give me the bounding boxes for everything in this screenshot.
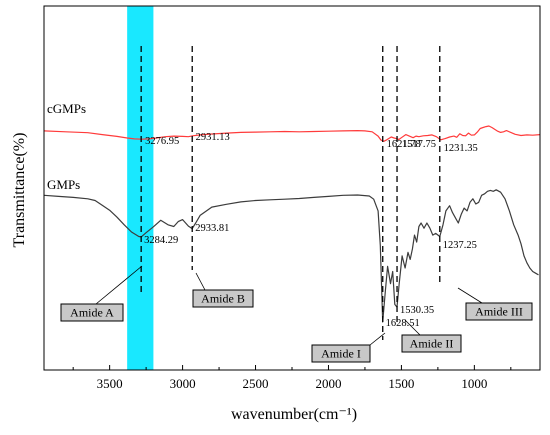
curve-label-cgmps: cGMPs: [47, 101, 86, 116]
series-line-cgmps: [43, 125, 541, 142]
band-box-amide-iii: [465, 302, 533, 321]
x-tick-label-3500: 3500: [97, 376, 123, 391]
series-layer: [43, 125, 541, 323]
band-label-amide-b: Amide B: [201, 292, 245, 306]
peak-label-1231.35: 1231.35: [444, 143, 478, 154]
leader-line-amide-b: [195, 272, 206, 291]
peak-label-2931.13: 2931.13: [196, 132, 230, 143]
peak-label-3284.29: 3284.29: [144, 235, 178, 246]
x-tick-label-3000: 3000: [170, 376, 196, 391]
peak-label-1237.25: 1237.25: [443, 240, 477, 251]
leader-line-amide-iii: [457, 287, 483, 304]
band-box-amide-i: [311, 344, 371, 363]
peak-label-1517.75: 1517.75: [402, 139, 436, 150]
curve-label-gmps: GMPs: [47, 177, 80, 192]
band-label-amide-i: Amide I: [321, 347, 361, 361]
band-labels-layer: Amide A Amide B Amide I Amide II Amide III: [60, 265, 533, 363]
leader-line-amide-i: [369, 332, 386, 346]
marker-lines-layer: [140, 46, 441, 340]
peak-label-1530.35: 1530.35: [400, 305, 434, 316]
band-box-amide-b: [192, 289, 254, 308]
x-axis-title: wavenumber(cm⁻¹): [231, 406, 357, 423]
x-tick-label-2500: 2500: [243, 376, 269, 391]
band-label-amide-iii: Amide III: [475, 305, 523, 319]
leader-line-amide-a: [95, 265, 143, 305]
peak-label-1628.51: 1628.51: [386, 318, 420, 329]
x-ticks-layer: 3500 3000 2500 2000 1500 1000: [72, 365, 512, 391]
series-line-gmps: [43, 189, 539, 323]
peak-label-2933.81: 2933.81: [195, 223, 229, 234]
band-box-amide-ii: [401, 334, 462, 353]
highlight-band-layer: [127, 6, 154, 370]
band-box-amide-a: [60, 303, 124, 322]
x-tick-label-1000: 1000: [461, 376, 487, 391]
peak-label-3276.95: 3276.95: [145, 136, 179, 147]
x-tick-label-1500: 1500: [388, 376, 414, 391]
x-tick-label-2000: 2000: [315, 376, 341, 391]
band-label-amide-ii: Amide II: [410, 337, 454, 351]
leader-line-amide-ii: [404, 319, 421, 336]
peak-label-1621.78: 1621.78: [387, 139, 421, 150]
band-label-amide-a: Amide A: [70, 306, 114, 320]
y-axis-title: Transmittance(%): [11, 133, 28, 248]
highlight-band: [127, 6, 154, 370]
